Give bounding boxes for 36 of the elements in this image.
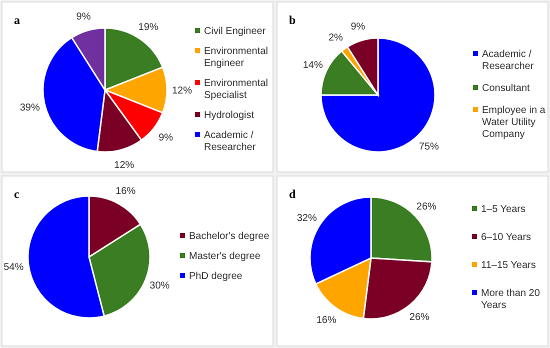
data-label: 75%	[418, 141, 440, 152]
data-label: 26%	[409, 312, 430, 324]
data-label: 19%	[138, 22, 158, 33]
legend-label: 1–5 Years	[481, 204, 526, 215]
data-label: 16%	[316, 314, 336, 326]
data-label: 14%	[302, 60, 323, 71]
legend-label: Environmental Specialist	[204, 78, 268, 101]
data-label: 16%	[116, 186, 136, 197]
legend-label: Environmental Engineer	[204, 46, 268, 69]
data-label: 2%	[328, 32, 344, 44]
text: a	[14, 13, 20, 27]
legend-label: Academic / Researcher	[204, 130, 256, 153]
data-label: 32%	[296, 212, 317, 224]
data-label: 12%	[172, 86, 192, 96]
data-label: 9%	[350, 21, 366, 32]
data-label: 30%	[150, 280, 170, 292]
data-label: 26%	[416, 201, 437, 212]
legend-label: Employee in a Water Utility Company	[482, 105, 546, 140]
legend-label: 6–10 Years	[481, 232, 532, 243]
legend-label: More than 20 Years	[481, 288, 540, 311]
chart-title: c	[14, 187, 20, 201]
legend-label: Consultant	[482, 83, 530, 94]
data-label: 9%	[76, 12, 91, 23]
legend-label: 11–15 Years	[481, 260, 536, 271]
legend-label: Civil Engineer	[204, 26, 266, 37]
legend-label: Hydrologist	[204, 110, 254, 121]
legend-label: PhD degree	[189, 271, 243, 282]
data-label: 39%	[20, 102, 40, 114]
legend-label: Master's degree	[189, 251, 261, 262]
chart-title: b	[289, 13, 296, 27]
data-label: 9%	[158, 132, 174, 144]
data-label: 54%	[4, 262, 24, 274]
chart-title: d	[289, 187, 296, 201]
legend-label: Bachelor's degree	[189, 231, 270, 242]
data-label: 12%	[114, 160, 134, 172]
legend-label: Academic / Researcher	[482, 49, 534, 72]
